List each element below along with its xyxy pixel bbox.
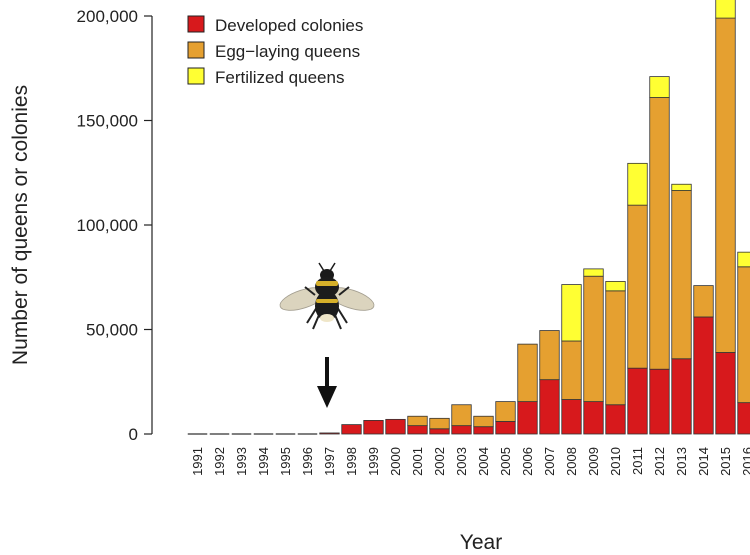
legend-swatch-developed-colonies bbox=[187, 15, 205, 33]
bee-tail bbox=[320, 314, 334, 322]
bee-band-yellow-1 bbox=[316, 281, 338, 286]
bee-icon bbox=[279, 262, 375, 330]
bar-segment-developed-colonies bbox=[363, 420, 384, 435]
x-tick-label: 1996 bbox=[300, 447, 315, 476]
bar-segment-egg-laying-queens bbox=[715, 17, 736, 353]
y-axis: 0 50,000 100,000 150,000 200,000 bbox=[77, 7, 153, 444]
legend-label-egg-laying-queens: Egg−laying queens bbox=[215, 42, 360, 61]
bee-legs bbox=[304, 286, 350, 330]
x-axis: 1991 1992 1993 1994 1995 1996 1997 1998 1999 2000… bbox=[190, 447, 750, 476]
bar-segment-egg-laying-queens bbox=[451, 404, 472, 427]
x-tick-label: 2001 bbox=[410, 447, 425, 476]
y-tick-label: 150,000 bbox=[77, 112, 138, 131]
legend-label-fertilized-queens: Fertilized queens bbox=[215, 68, 344, 87]
x-axis-title: Year bbox=[460, 531, 502, 554]
bee-antennae bbox=[318, 262, 336, 272]
x-tick-label: 2016 bbox=[740, 447, 750, 476]
x-tick-label: 1992 bbox=[212, 447, 227, 476]
bar-segment-egg-laying-queens bbox=[693, 285, 714, 318]
bars bbox=[187, 0, 750, 435]
bar-segment-developed-colonies bbox=[539, 379, 560, 435]
arrow-icon bbox=[317, 357, 337, 408]
x-tick-label: 2012 bbox=[652, 447, 667, 476]
x-tick-label: 2004 bbox=[476, 447, 491, 476]
x-tick-label: 2007 bbox=[542, 447, 557, 476]
bar-segment-developed-colonies bbox=[715, 352, 736, 435]
bar-segment-fertilized-queens bbox=[605, 281, 626, 292]
bee-annotation bbox=[279, 262, 375, 408]
bar-segment-developed-colonies bbox=[473, 426, 494, 435]
x-tick-label: 1991 bbox=[190, 447, 205, 476]
bar-segment-egg-laying-queens bbox=[649, 97, 670, 370]
x-tick-label: 2002 bbox=[432, 447, 447, 476]
bar-segment-egg-laying-queens bbox=[407, 415, 428, 427]
bar-segment-egg-laying-queens bbox=[473, 415, 494, 428]
bar-segment-developed-colonies bbox=[649, 368, 670, 435]
bar-segment-developed-colonies bbox=[605, 404, 626, 435]
bar-segment-fertilized-queens bbox=[627, 162, 648, 206]
bar-segment-fertilized-queens bbox=[671, 183, 692, 191]
x-tick-label: 1993 bbox=[234, 447, 249, 476]
x-tick-label: 2010 bbox=[608, 447, 623, 476]
legend: Developed colonies Egg−laying queens Fer… bbox=[187, 15, 363, 87]
bar-segment-egg-laying-queens bbox=[561, 340, 582, 400]
y-axis-title: Number of queens or colonies bbox=[9, 85, 32, 365]
x-tick-label: 2013 bbox=[674, 447, 689, 476]
bar-segment-developed-colonies bbox=[341, 424, 362, 435]
x-tick-label: 1999 bbox=[366, 447, 381, 476]
x-tick-label: 1994 bbox=[256, 447, 271, 476]
x-tick-label: 2015 bbox=[718, 447, 733, 476]
bar-segment-developed-colonies bbox=[495, 421, 516, 435]
x-tick-label: 2000 bbox=[388, 447, 403, 476]
bar-segment-developed-colonies bbox=[429, 428, 450, 435]
y-tick-label: 50,000 bbox=[86, 321, 138, 340]
bar-segment-developed-colonies bbox=[319, 432, 340, 435]
bar-segment-developed-colonies bbox=[627, 367, 648, 435]
bar-segment-egg-laying-queens bbox=[627, 204, 648, 369]
bar-segment-developed-colonies bbox=[693, 316, 714, 435]
bar-segment-egg-laying-queens bbox=[605, 290, 626, 406]
bar-segment-egg-laying-queens bbox=[429, 417, 450, 430]
bar-segment-egg-laying-queens bbox=[671, 190, 692, 360]
bar-segment-egg-laying-queens bbox=[539, 330, 560, 381]
bar-segment-developed-colonies bbox=[583, 401, 604, 435]
bar-segment-developed-colonies bbox=[517, 401, 538, 435]
bar-segment-egg-laying-queens bbox=[737, 266, 750, 404]
x-tick-label: 2006 bbox=[520, 447, 535, 476]
bar-segment-fertilized-queens bbox=[561, 284, 582, 342]
bar-segment-developed-colonies bbox=[407, 425, 428, 435]
x-tick-label: 2008 bbox=[564, 447, 579, 476]
bar-segment-fertilized-queens bbox=[583, 268, 604, 277]
bar-segment-developed-colonies bbox=[451, 425, 472, 435]
y-tick-label: 0 bbox=[129, 425, 138, 444]
x-tick-label: 2011 bbox=[630, 447, 645, 475]
bar-segment-developed-colonies bbox=[385, 418, 406, 435]
y-tick-label: 100,000 bbox=[77, 216, 138, 235]
x-tick-label: 2005 bbox=[498, 447, 513, 476]
bar-segment-developed-colonies bbox=[737, 402, 750, 435]
x-tick-label: 2009 bbox=[586, 447, 601, 476]
legend-label-developed-colonies: Developed colonies bbox=[215, 16, 363, 35]
x-tick-label: 2014 bbox=[696, 447, 711, 476]
bar-segment-egg-laying-queens bbox=[517, 343, 538, 403]
bar-segment-developed-colonies bbox=[671, 358, 692, 435]
bee-band-yellow-2 bbox=[316, 299, 338, 303]
bar-segment-egg-laying-queens bbox=[495, 401, 516, 422]
y-tick-label: 200,000 bbox=[77, 7, 138, 26]
bar-segment-fertilized-queens bbox=[649, 76, 670, 98]
bar-segment-fertilized-queens bbox=[737, 251, 750, 268]
bar-segment-egg-laying-queens bbox=[583, 275, 604, 403]
x-tick-label: 1995 bbox=[278, 447, 293, 476]
x-tick-label: 1997 bbox=[322, 447, 337, 476]
x-tick-label: 1998 bbox=[344, 447, 359, 476]
bar-segment-fertilized-queens bbox=[715, 0, 736, 19]
legend-swatch-egg-laying-queens bbox=[187, 41, 205, 59]
bee-abdomen bbox=[315, 291, 339, 321]
x-tick-label: 2003 bbox=[454, 447, 469, 476]
legend-swatch-fertilized-queens bbox=[187, 67, 205, 85]
bar-segment-developed-colonies bbox=[561, 399, 582, 435]
